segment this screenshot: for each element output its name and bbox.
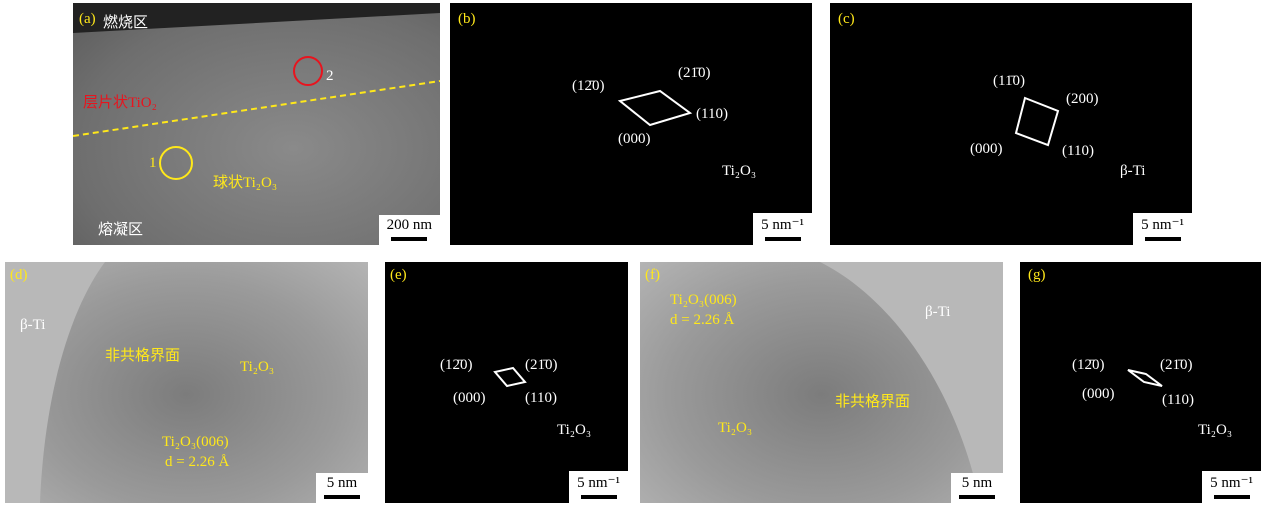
index-label: (000) <box>1082 386 1115 403</box>
panel-label: (a) <box>79 11 96 28</box>
overlay <box>450 3 812 245</box>
panel-b: (b) (12̄0) (21̄0) (110) (000) Ti₂O₃ 5 nm… <box>450 3 812 245</box>
phase-label: β-Ti <box>925 304 950 321</box>
plane-label: Ti₂O₃(006) <box>670 292 737 309</box>
scale-bar: 5 nm⁻¹ <box>753 213 812 245</box>
region-label: 熔凝区 <box>98 218 143 239</box>
phase-label: 球状Ti₂O₃ <box>213 171 277 192</box>
index-label: (12̄0) <box>1072 357 1105 374</box>
scale-label: 5 nm⁻¹ <box>1141 217 1184 233</box>
index-label: (12̄0) <box>440 357 473 374</box>
phase-label: 层片状TiO₂ <box>83 91 157 112</box>
panel-label: (f) <box>645 267 660 284</box>
scale-label: 5 nm⁻¹ <box>761 217 804 233</box>
figure: (a) 燃烧区 层片状TiO₂ 球状Ti₂O₃ 熔凝区 1 2 200 nm (… <box>0 0 1261 506</box>
panel-g: (g) (12̄0) (21̄0) (000) (110) Ti₂O₃ 5 nm… <box>1020 262 1261 503</box>
index-label: (21̄0) <box>525 357 558 374</box>
spacing-label: d = 2.26 Å <box>670 312 734 329</box>
panel-label: (b) <box>458 11 476 28</box>
index-label: (21̄0) <box>678 65 711 82</box>
panel-e: (e) (12̄0) (21̄0) (000) (110) Ti₂O₃ 5 nm… <box>385 262 628 503</box>
phase-label: Ti₂O₃ <box>1198 422 1232 439</box>
scale-bar: 5 nm <box>951 473 1003 503</box>
scale-bar: 5 nm⁻¹ <box>1202 471 1261 503</box>
overlay <box>385 262 628 503</box>
plane-label: Ti₂O₃(006) <box>162 434 229 451</box>
scale-bar: 5 nm⁻¹ <box>569 471 628 503</box>
scale-label: 200 nm <box>387 217 432 233</box>
panel-label: (e) <box>390 267 407 284</box>
index-label: (110) <box>525 390 557 407</box>
index-label: (21̄0) <box>1160 357 1193 374</box>
phase-label: Ti₂O₃ <box>722 163 756 180</box>
panel-label: (c) <box>838 11 855 28</box>
panel-label: (d) <box>10 267 28 284</box>
scale-bar: 5 nm⁻¹ <box>1133 213 1192 245</box>
panel-d: (d) β-Ti 非共格界面 Ti₂O₃ Ti₂O₃(006) d = 2.26… <box>5 262 368 503</box>
scale-label: 5 nm <box>327 475 357 491</box>
scale-label: 5 nm <box>962 475 992 491</box>
index-label: (11̄0) <box>993 73 1025 90</box>
interface-label: 非共格界面 <box>105 344 180 365</box>
panel-label: (g) <box>1028 267 1046 284</box>
index-label: (110) <box>1162 392 1194 409</box>
panel-f: (f) Ti₂O₃(006) d = 2.26 Å β-Ti 非共格界面 Ti₂… <box>640 262 1003 503</box>
panel-a: (a) 燃烧区 层片状TiO₂ 球状Ti₂O₃ 熔凝区 1 2 200 nm <box>73 3 440 245</box>
scale-label: 5 nm⁻¹ <box>577 475 620 491</box>
phase-label: Ti₂O₃ <box>240 359 274 376</box>
overlay <box>73 3 440 245</box>
region-label: 燃烧区 <box>103 11 148 32</box>
scale-bar: 5 nm <box>316 473 368 503</box>
scale-bar: 200 nm <box>379 215 440 245</box>
overlay <box>830 3 1192 245</box>
index-label: (12̄0) <box>572 78 605 95</box>
marker-label: 2 <box>326 68 334 85</box>
index-label: (200) <box>1066 91 1099 108</box>
panel-c: (c) (11̄0) (200) (000) (110) β-Ti 5 nm⁻¹ <box>830 3 1192 245</box>
interface-label: 非共格界面 <box>835 390 910 411</box>
spacing-label: d = 2.26 Å <box>165 454 229 471</box>
scale-label: 5 nm⁻¹ <box>1210 475 1253 491</box>
index-label: (000) <box>618 131 651 148</box>
marker-label: 1 <box>149 155 157 172</box>
phase-label: Ti₂O₃ <box>557 422 591 439</box>
overlay <box>1020 262 1261 503</box>
phase-label: Ti₂O₃ <box>718 420 752 437</box>
index-label: (110) <box>1062 143 1094 160</box>
index-label: (110) <box>696 106 728 123</box>
phase-label: β-Ti <box>1120 163 1145 180</box>
index-label: (000) <box>970 141 1003 158</box>
phase-label: β-Ti <box>20 317 45 334</box>
index-label: (000) <box>453 390 486 407</box>
